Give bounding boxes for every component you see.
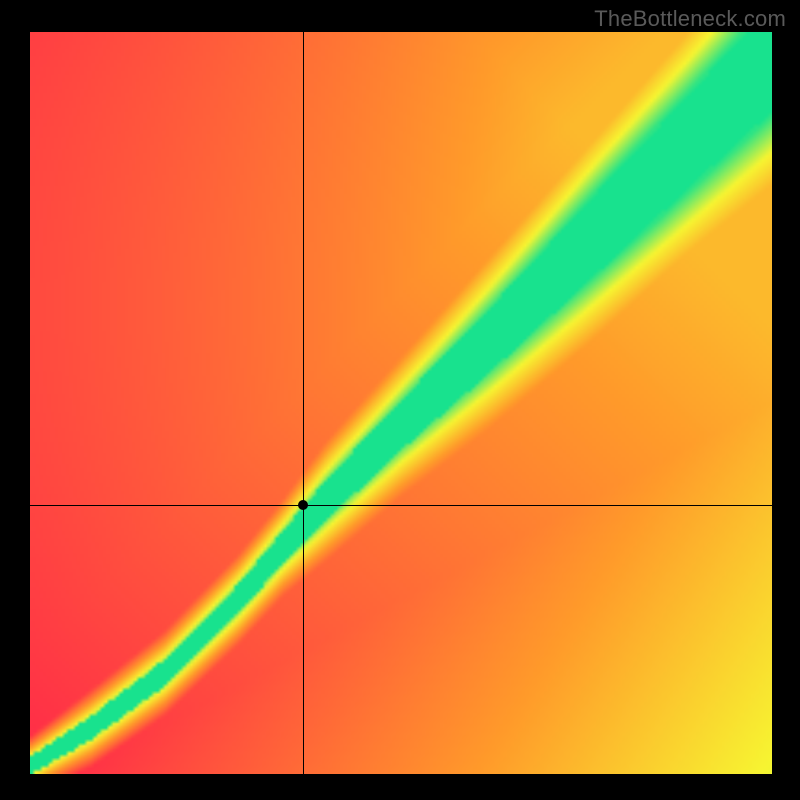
crosshair-marker	[298, 500, 308, 510]
watermark-text: TheBottleneck.com	[594, 6, 786, 32]
heatmap-plot	[30, 32, 772, 774]
crosshair-horizontal	[30, 505, 772, 506]
chart-container: TheBottleneck.com	[0, 0, 800, 800]
crosshair-vertical	[303, 32, 304, 774]
